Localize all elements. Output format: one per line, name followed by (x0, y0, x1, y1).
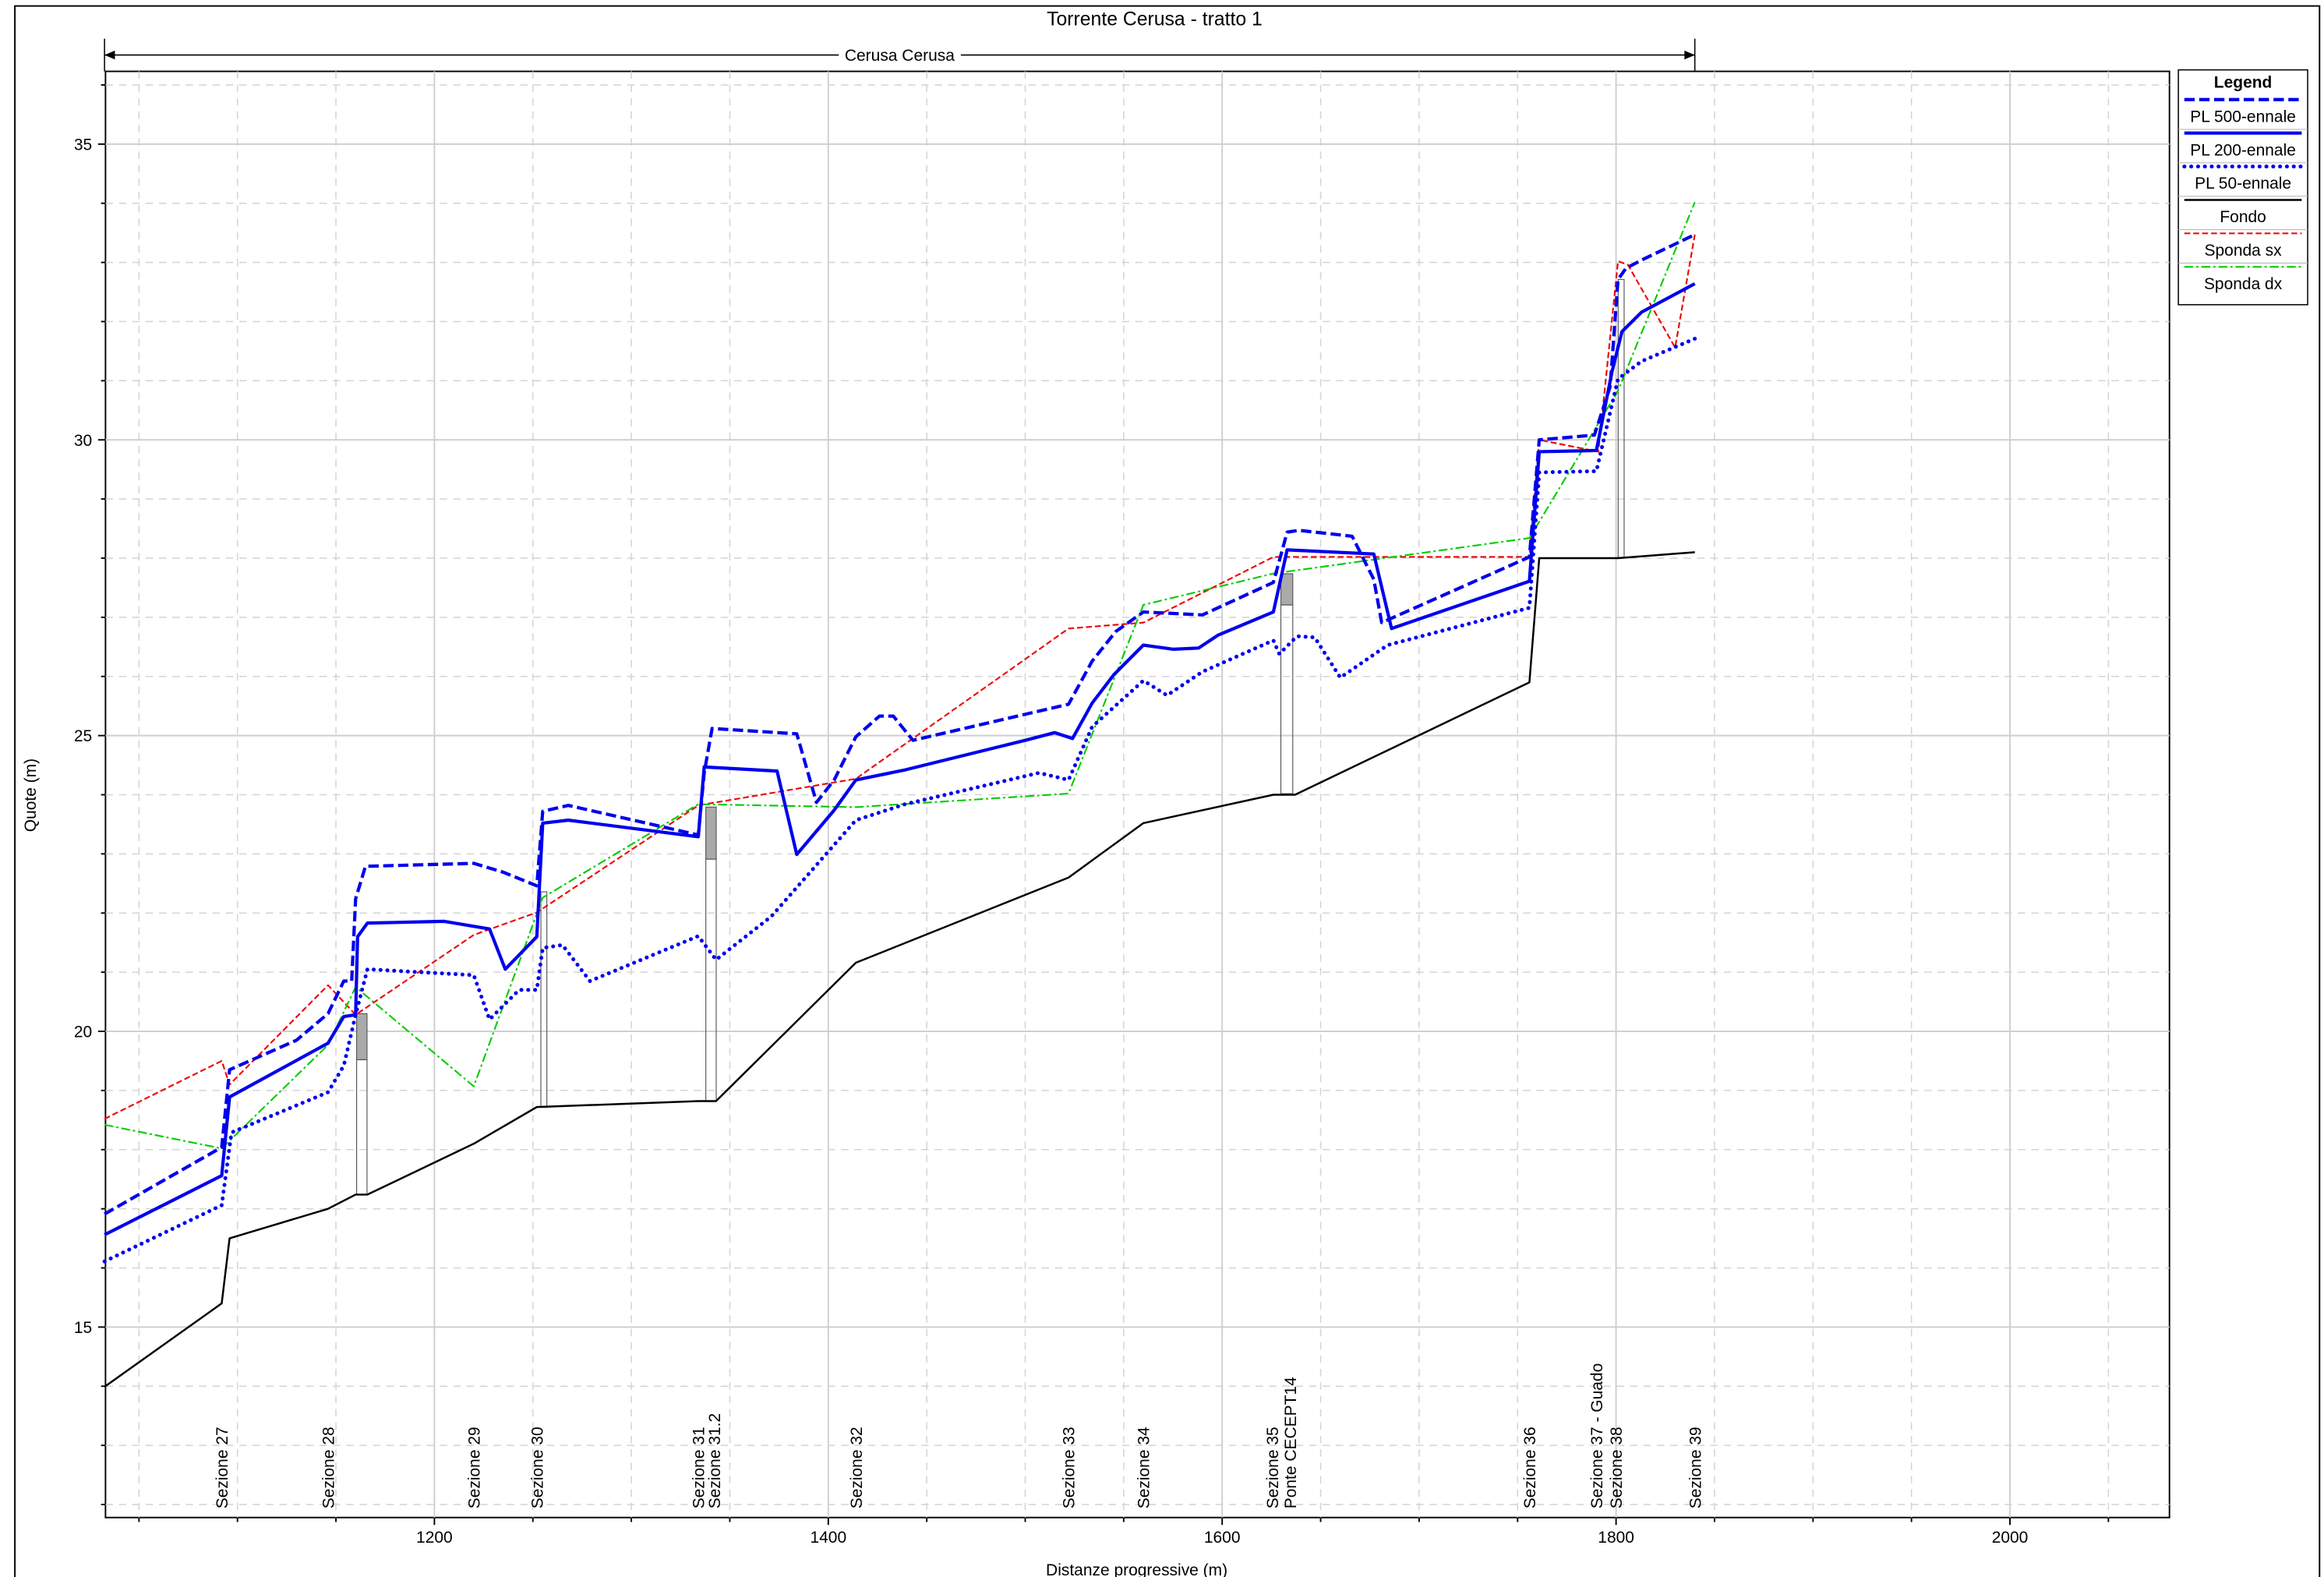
section-label: Sezione 37 - Guado (1588, 1363, 1606, 1509)
section-label: Sezione 31 (690, 1427, 708, 1508)
reach-label-bg (839, 47, 961, 65)
series-line (104, 551, 1695, 1388)
section-label: Ponte CECEPT14 (1282, 1377, 1300, 1508)
x-tick-label: 1400 (810, 1529, 846, 1547)
section-label: Sezione 38 (1608, 1427, 1626, 1508)
bridge-deck (1280, 573, 1294, 606)
section-label: Sezione 28 (320, 1427, 338, 1508)
structures (356, 278, 1625, 1196)
x-tick-label: 1200 (416, 1529, 453, 1547)
legend-label: PL 500-ennale (2190, 108, 2296, 126)
bridge-pier (1280, 604, 1294, 794)
section-label: Sezione 34 (1136, 1427, 1153, 1508)
section-label: Sezione 35 (1264, 1427, 1282, 1508)
bridge-deck (705, 806, 717, 860)
y-tick-label: 20 (74, 1024, 92, 1041)
weir (540, 891, 548, 1108)
grid (105, 71, 2170, 1518)
reach-label: Cerusa Cerusa (845, 47, 955, 65)
bridge-pier (705, 858, 717, 1102)
y-tick-label: 30 (74, 432, 92, 450)
bridge-deck (356, 1013, 368, 1061)
y-tick-label: 35 (74, 136, 92, 154)
labels: Torrente Cerusa - tratto 1 Distanze prog… (22, 9, 2110, 1577)
legend: Legend PL 500-ennale PL 200-ennale PL 50-e… (2177, 69, 2308, 306)
y-tick-label: 25 (74, 727, 92, 745)
series-line (104, 233, 1696, 1216)
section-label: Sezione 32 (848, 1427, 866, 1508)
frame (14, 5, 2321, 1577)
series-line (104, 282, 1696, 1236)
y-tick-label: 15 (74, 1319, 92, 1337)
x-tick-label: 2000 (1992, 1529, 2029, 1547)
x-axis-label: Distanze progressive (m) (1046, 1561, 1227, 1577)
chart-title: Torrente Cerusa - tratto 1 (1047, 9, 1263, 30)
legend-label: Fondo (2220, 208, 2266, 226)
section-label: Sezione 31.2 (706, 1413, 724, 1508)
series-line (104, 234, 1696, 1120)
section-label: Sezione 33 (1061, 1427, 1079, 1508)
x-tick-label: 1600 (1204, 1529, 1241, 1547)
legend-label: Sponda sx (2205, 242, 2283, 260)
series-line (104, 201, 1696, 1150)
legend-label: Sponda dx (2204, 275, 2283, 293)
legend-label: PL 50-ennale (2195, 175, 2291, 193)
section-label: Sezione 29 (466, 1427, 484, 1508)
section-label: Sezione 27 (214, 1427, 231, 1508)
y-axis-label: Quote (m) (22, 758, 40, 832)
bridge-pier (356, 1059, 368, 1196)
series-line (102, 337, 1697, 1264)
legend-title: Legend (2214, 74, 2273, 92)
section-label: Sezione 39 (1686, 1427, 1704, 1508)
legend-label: PL 200-ennale (2190, 141, 2296, 159)
section-label: Sezione 30 (528, 1427, 546, 1508)
x-tick-label: 1800 (1598, 1529, 1634, 1547)
legend-box (2177, 69, 2308, 306)
section-label: Sezione 36 (1521, 1427, 1539, 1508)
series-group (102, 201, 1697, 1388)
